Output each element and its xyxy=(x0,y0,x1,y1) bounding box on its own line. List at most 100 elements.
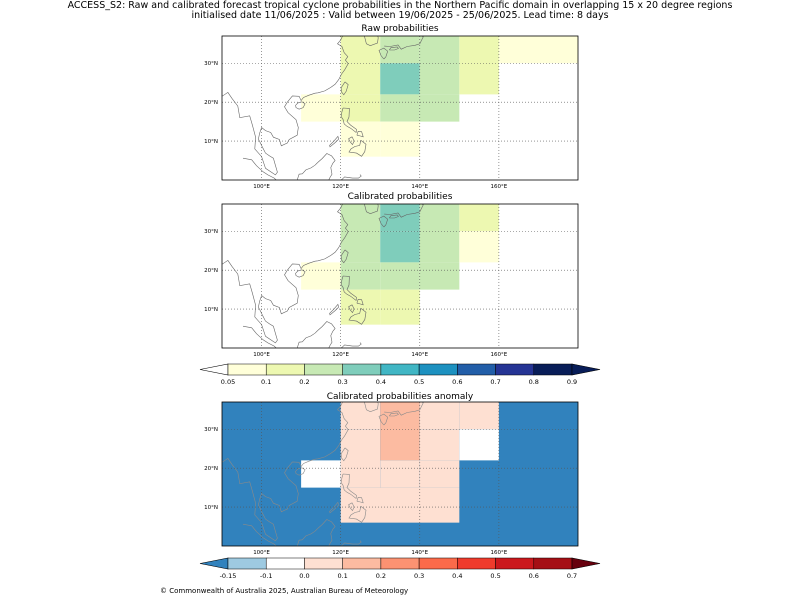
panel-title-anomaly: Calibrated probabilities anomaly xyxy=(326,392,474,402)
y-tick-label: 20°N xyxy=(204,100,218,106)
coastline xyxy=(295,101,306,110)
coastline xyxy=(356,299,364,306)
colorbar-under-arrow xyxy=(199,557,229,570)
anomaly-colorbar: -0.15 -0.1 0.0 0.1 0.2 0.3 0.4 0.5 0.6 0.7 xyxy=(199,557,601,580)
colorbar-segment xyxy=(495,557,535,570)
x-tick-label: 160°E xyxy=(491,184,508,190)
coastline xyxy=(329,501,339,514)
coastline xyxy=(348,308,367,325)
colorbar-tick-label: 0.3 xyxy=(414,572,424,580)
colorbar-segment xyxy=(265,557,305,570)
x-tick-label: 100°E xyxy=(253,550,270,556)
heatmap-cell xyxy=(301,460,341,488)
heatmap-cell xyxy=(459,36,499,95)
coastline xyxy=(348,502,355,512)
colorbar-segment xyxy=(227,363,267,376)
heatmap-cell xyxy=(340,487,460,523)
x-tick-label: 160°E xyxy=(491,550,508,556)
heatmap-cell xyxy=(380,231,420,263)
heatmap-cell xyxy=(340,36,381,95)
map-panel-2: 100°E 120°E 140°E 160°E 10°N 20°N 30°N xyxy=(204,401,579,556)
colorbar-segment xyxy=(418,557,458,570)
colorbar-tick-label: 0.8 xyxy=(529,378,539,386)
heatmap-cell xyxy=(459,231,499,263)
colorbar-segment xyxy=(304,363,343,376)
coastline xyxy=(329,303,339,316)
colorbar-tick-label: 0.5 xyxy=(490,572,500,580)
x-tick-label: 100°E xyxy=(253,352,270,358)
heatmap-cell xyxy=(340,289,381,325)
colorbar-tick-label: 0.2 xyxy=(376,572,386,580)
colorbar-segment xyxy=(533,557,573,570)
colorbar-tick-label: -0.15 xyxy=(220,572,237,580)
coastline xyxy=(242,157,277,180)
heatmap-cell xyxy=(340,402,381,430)
coastline xyxy=(340,447,349,462)
coastline xyxy=(364,36,379,47)
heatmap-cell xyxy=(498,36,578,64)
coastline xyxy=(242,325,277,348)
colorbar-segment xyxy=(457,363,496,376)
colorbar-segment xyxy=(495,363,535,376)
coastline xyxy=(389,46,399,51)
heatmap-cell xyxy=(419,36,460,95)
colorbar-tick-label: 0.5 xyxy=(414,378,424,386)
heatmap-cell xyxy=(459,204,499,232)
colorbar-tick-label: 0.1 xyxy=(337,572,347,580)
coastline xyxy=(378,215,389,228)
y-tick-label: 30°N xyxy=(204,61,218,67)
heatmap-cell xyxy=(380,36,420,64)
colorbar-tick-label: 0.6 xyxy=(452,378,462,386)
map-frame xyxy=(221,35,579,181)
coastline xyxy=(389,412,399,417)
coastline xyxy=(340,540,362,546)
y-tick-label: 10°N xyxy=(204,505,218,511)
heatmap-cell xyxy=(419,429,460,461)
x-tick-label: 140°E xyxy=(411,550,428,556)
coastline xyxy=(348,304,355,314)
colorbar-tick-label: 0.4 xyxy=(376,378,386,386)
x-tick-label: 100°E xyxy=(253,184,270,190)
map-area xyxy=(222,204,578,348)
map-panel-0: 100°E 120°E 140°E 160°E 10°N 20°N 30°N xyxy=(204,35,579,190)
coastline xyxy=(340,107,357,134)
heatmap-cell xyxy=(419,460,460,488)
coastline xyxy=(389,214,399,219)
colorbar-segment xyxy=(380,363,420,376)
heatmap-cell xyxy=(380,402,420,461)
heatmap-cell xyxy=(380,63,420,95)
colorbar-tick-label: 0.0 xyxy=(299,572,309,580)
colorbar-segment xyxy=(342,557,382,570)
figure-title-line1: ACCESS_S2: Raw and calibrated forecast t… xyxy=(67,0,733,11)
heatmap-cell xyxy=(459,429,499,461)
heatmap-cell xyxy=(380,94,420,122)
coastline xyxy=(378,47,389,60)
x-tick-label: 120°E xyxy=(332,550,349,556)
colorbar-tick-label: 0.4 xyxy=(452,572,462,580)
y-tick-label: 30°N xyxy=(204,427,218,433)
x-tick-label: 120°E xyxy=(332,352,349,358)
coastline xyxy=(317,321,336,348)
coastline xyxy=(364,402,379,413)
y-tick-label: 10°N xyxy=(204,307,218,313)
colorbar-tick-label: 0.6 xyxy=(529,572,539,580)
colorbar-tick-label: 0.2 xyxy=(299,378,309,386)
colorbar-segment xyxy=(342,363,382,376)
y-tick-label: 10°N xyxy=(204,139,218,145)
x-tick-label: 160°E xyxy=(491,352,508,358)
colorbar-segment xyxy=(533,363,573,376)
heatmap-cell xyxy=(419,402,460,430)
coastline xyxy=(340,249,349,264)
heatmap-cell xyxy=(380,121,420,157)
coastline xyxy=(348,140,367,157)
colorbar-over-arrow xyxy=(571,363,601,376)
x-tick-label: 140°E xyxy=(411,352,428,358)
coastline xyxy=(242,523,277,546)
panel-title-raw: Raw probabilities xyxy=(361,24,439,34)
coastline xyxy=(340,342,362,348)
heatmap-cell xyxy=(380,289,420,325)
coastline xyxy=(295,467,306,476)
heatmap-cell xyxy=(340,204,381,263)
heatmap-cell xyxy=(419,94,460,122)
